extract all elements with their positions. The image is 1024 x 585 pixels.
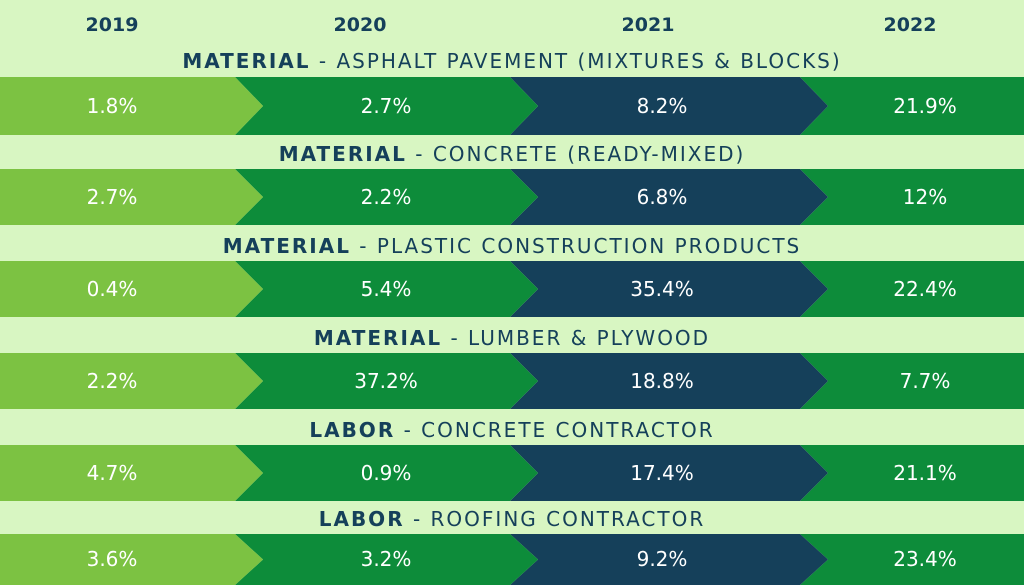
- value-label-2020: 37.2%: [354, 369, 418, 393]
- arrow-segment-2019: [0, 445, 263, 501]
- category-kind: MATERIAL: [222, 234, 351, 258]
- year-header-2020: 2020: [333, 14, 387, 36]
- arrow-segment-2020: [235, 261, 538, 317]
- value-label-2022: 12%: [902, 185, 948, 209]
- category-separator: -: [310, 49, 337, 73]
- arrow-segment-2022: [800, 445, 1024, 501]
- value-label-2019: 2.7%: [86, 185, 138, 209]
- value-label-2020: 0.9%: [360, 461, 412, 485]
- arrow-segment-2019: [0, 261, 263, 317]
- arrow-segment-2019: [0, 77, 263, 135]
- arrow-segment-2020: [235, 534, 538, 585]
- band-arrows: [0, 169, 1024, 225]
- arrow-segment-2021: [510, 261, 828, 317]
- category-name: CONCRETE (READY-MIXED): [432, 142, 746, 166]
- value-label-2019: 0.4%: [86, 277, 138, 301]
- value-label-2022: 7.7%: [899, 369, 951, 393]
- category-name: ASPHALT PAVEMENT (MIXTURES & BLOCKS): [336, 49, 842, 73]
- band-arrows: [0, 77, 1024, 135]
- arrow-segment-2022: [800, 77, 1024, 135]
- category-separator: -: [395, 418, 422, 442]
- category-kind: LABOR: [318, 507, 405, 531]
- value-label-2019: 3.6%: [86, 547, 138, 571]
- value-band: 1.8% 2.7% 8.2% 21.9%: [0, 77, 1024, 135]
- value-label-2019: 1.8%: [86, 94, 138, 118]
- year-header-2022: 2022: [883, 14, 937, 36]
- category-header: LABOR - ROOFING CONTRACTOR: [0, 505, 1024, 534]
- category-name: CONCRETE CONTRACTOR: [421, 418, 715, 442]
- category-name: ROOFING CONTRACTOR: [430, 507, 706, 531]
- category-header: MATERIAL - LUMBER & PLYWOOD: [0, 324, 1024, 353]
- value-label-2021: 18.8%: [630, 369, 694, 393]
- value-label-2021: 17.4%: [630, 461, 694, 485]
- value-label-2022: 23.4%: [893, 547, 957, 571]
- category-kind: MATERIAL: [313, 326, 443, 350]
- value-label-2022: 22.4%: [893, 277, 957, 301]
- value-label-2021: 8.2%: [636, 94, 688, 118]
- value-label-2021: 6.8%: [636, 185, 688, 209]
- arrow-segment-2022: [800, 534, 1024, 585]
- year-header-2019: 2019: [85, 14, 139, 36]
- category-header: LABOR - CONCRETE CONTRACTOR: [0, 416, 1024, 445]
- category-separator: -: [350, 234, 377, 258]
- arrow-segment-2020: [235, 445, 538, 501]
- category-separator: -: [442, 326, 469, 350]
- band-arrows: [0, 445, 1024, 501]
- arrow-segment-2019: [0, 169, 263, 225]
- arrow-segment-2022: [800, 353, 1024, 409]
- arrow-segment-2022: [800, 169, 1024, 225]
- category-kind: MATERIAL: [182, 49, 311, 73]
- value-label-2020: 2.7%: [360, 94, 412, 118]
- category-name: PLASTIC CONSTRUCTION PRODUCTS: [376, 234, 802, 258]
- value-band: 2.7% 2.2% 6.8% 12%: [0, 169, 1024, 225]
- year-header-2021: 2021: [621, 14, 675, 36]
- value-band: 0.4% 5.4% 35.4% 22.4%: [0, 261, 1024, 317]
- arrow-segment-2021: [510, 445, 828, 501]
- arrow-segment-2020: [235, 169, 538, 225]
- arrow-segment-2020: [235, 353, 538, 409]
- value-band: 4.7% 0.9% 17.4% 21.1%: [0, 445, 1024, 501]
- value-label-2020: 3.2%: [360, 547, 412, 571]
- category-kind: MATERIAL: [278, 142, 407, 166]
- category-header: MATERIAL - PLASTIC CONSTRUCTION PRODUCTS: [0, 232, 1024, 261]
- value-label-2021: 9.2%: [636, 547, 688, 571]
- band-arrows: [0, 534, 1024, 585]
- arrow-segment-2021: [510, 353, 828, 409]
- category-separator: -: [404, 507, 431, 531]
- value-label-2022: 21.9%: [893, 94, 957, 118]
- arrow-segment-2020: [235, 77, 538, 135]
- value-band: 3.6% 3.2% 9.2% 23.4%: [0, 534, 1024, 585]
- band-arrows: [0, 353, 1024, 409]
- value-label-2020: 5.4%: [360, 277, 412, 301]
- value-label-2020: 2.2%: [360, 185, 412, 209]
- arrow-segment-2021: [510, 77, 828, 135]
- arrow-segment-2021: [510, 169, 828, 225]
- value-label-2019: 4.7%: [86, 461, 138, 485]
- category-header: MATERIAL - ASPHALT PAVEMENT (MIXTURES & …: [0, 46, 1024, 77]
- arrow-segment-2019: [0, 353, 263, 409]
- arrow-segment-2022: [800, 261, 1024, 317]
- value-label-2022: 21.1%: [893, 461, 957, 485]
- category-kind: LABOR: [309, 418, 396, 442]
- category-name: LUMBER & PLYWOOD: [468, 326, 711, 350]
- arrow-segment-2021: [510, 534, 828, 585]
- band-arrows: [0, 261, 1024, 317]
- category-header: MATERIAL - CONCRETE (READY-MIXED): [0, 140, 1024, 169]
- arrow-segment-2019: [0, 534, 263, 585]
- value-label-2021: 35.4%: [630, 277, 694, 301]
- value-label-2019: 2.2%: [86, 369, 138, 393]
- value-band: 2.2% 37.2% 18.8% 7.7%: [0, 353, 1024, 409]
- category-separator: -: [406, 142, 433, 166]
